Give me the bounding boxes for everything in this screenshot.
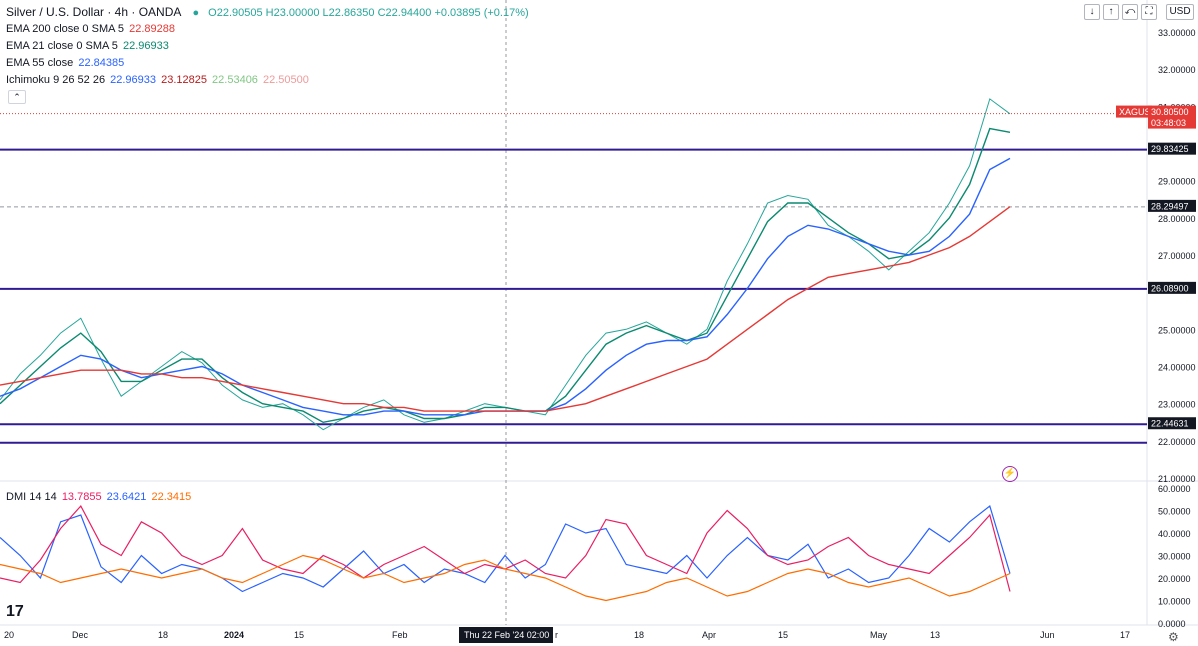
ema21-legend[interactable]: EMA 21 close 0 SMA 5 22.96933 (6, 39, 171, 53)
price-label-text: 29.83425 (1151, 144, 1189, 154)
arrow-down-icon[interactable]: ↓ (1084, 4, 1100, 20)
price-label-box (1148, 199, 1196, 212)
time-tick-label: 18 (158, 630, 168, 640)
ichimoku-value-3: 22.53406 (212, 74, 258, 86)
price-tick-label: 28.00000 (1158, 214, 1196, 224)
price-label-box (1148, 281, 1196, 294)
arrow-up-icon[interactable]: ↑ (1103, 4, 1119, 20)
time-tick-label: 20 (4, 630, 14, 640)
market-status-dot: ● (192, 7, 200, 19)
time-tick-label: Apr (702, 630, 716, 640)
ichimoku-legend[interactable]: Ichimoku 9 26 52 26 22.96933 23.12825 22… (6, 73, 311, 87)
crosshair-time-label: Thu 22 Feb '24 02:00 (464, 630, 549, 640)
time-tick-label: 15 (778, 630, 788, 640)
collapse-legend-button[interactable]: ⌃ (8, 90, 26, 104)
ichimoku-label: Ichimoku 9 26 52 26 (6, 74, 106, 86)
time-tick-label: 18 (634, 630, 644, 640)
ema200-legend[interactable]: EMA 200 close 0 SMA 5 22.89288 (6, 22, 177, 36)
price-label-text: XAGUSD (1119, 107, 1158, 117)
price-label-text: 28.29497 (1151, 201, 1189, 211)
symbol-title: Silver / U.S. Dollar · 4h · OANDA (6, 5, 182, 19)
tradingview-logo-icon: 17 (6, 603, 24, 620)
price-label-text: 26.08900 (1151, 283, 1189, 293)
price-label-box (1148, 105, 1196, 118)
symbol-legend: Silver / U.S. Dollar · 4h · OANDA ● O22.… (6, 5, 531, 20)
price-series-line (0, 98, 1011, 431)
price-label-box (1148, 116, 1196, 129)
dmi-label: DMI 14 14 (6, 491, 57, 503)
price-tick-label: 23.00000 (1158, 400, 1196, 410)
dmi-series-line (0, 504, 1011, 592)
ema55-label: EMA 55 close (6, 57, 74, 69)
price-tick-label: 29.00000 (1158, 177, 1196, 187)
price-tick-label: 21.00000 (1158, 474, 1196, 484)
ichimoku-value-1: 22.96933 (110, 74, 157, 86)
ema21-label: EMA 21 close 0 SMA 5 (6, 40, 118, 52)
chart-toolbar: ↓ ↑ ⤺ ⛶ USD (1084, 4, 1194, 20)
price-label-box (1148, 417, 1196, 430)
ichimoku-value-2: 23.12825 (161, 74, 207, 86)
time-tick-label: 17 (1120, 630, 1130, 640)
dmi-tick-label: 40.0000 (1158, 529, 1191, 539)
dmi-value-3: 22.3415 (151, 491, 192, 503)
price-series-line (0, 157, 1011, 416)
price-series-line (0, 206, 1011, 412)
time-tick-label: 2024 (224, 630, 244, 640)
dmi-legend[interactable]: DMI 14 14 13.7855 23.6421 22.3415 (6, 490, 193, 504)
currency-button[interactable]: USD (1166, 4, 1194, 20)
dmi-series-line (0, 554, 1011, 602)
ema200-label: EMA 200 close 0 SMA 5 (6, 23, 125, 35)
price-label-box (1116, 105, 1152, 118)
time-tick-label: Jun (1040, 630, 1055, 640)
dmi-value-2: 23.6421 (106, 491, 147, 503)
time-tick-label: 15 (294, 630, 304, 640)
price-tick-label: 24.00000 (1158, 363, 1196, 373)
crosshair-time-box (459, 627, 553, 643)
price-tick-label: 25.00000 (1158, 325, 1196, 335)
dmi-value-1: 13.7855 (61, 491, 102, 503)
price-label-text: 30.80500 (1151, 107, 1189, 117)
fullscreen-icon[interactable]: ⛶ (1141, 4, 1157, 20)
ema200-value: 22.89288 (129, 23, 175, 35)
dmi-tick-label: 10.0000 (1158, 597, 1191, 607)
time-tick-label: 13 (930, 630, 940, 640)
price-label-text: 03:48:03 (1151, 118, 1186, 128)
dmi-series-line (0, 504, 1011, 593)
settings-gear-icon[interactable]: ⚙ (1168, 630, 1179, 644)
ema55-value: 22.84385 (78, 57, 125, 69)
dmi-tick-label: 50.0000 (1158, 507, 1191, 517)
time-tick-label: May (870, 630, 888, 640)
ema55-legend[interactable]: EMA 55 close 22.84385 (6, 56, 126, 70)
dmi-tick-label: 30.0000 (1158, 552, 1191, 562)
undo-icon[interactable]: ⤺ (1122, 4, 1138, 20)
price-tick-label: 32.00000 (1158, 65, 1196, 75)
price-tick-label: 33.00000 (1158, 28, 1196, 38)
dmi-tick-label: 60.0000 (1158, 484, 1191, 494)
price-series-line (0, 127, 1011, 424)
ichimoku-value-4: 22.50500 (263, 74, 309, 86)
ema21-value: 22.96933 (122, 40, 169, 52)
price-tick-label: 22.00000 (1158, 437, 1196, 447)
ohlc-values: O22.90505 H23.00000 L22.86350 C22.94400 … (208, 7, 529, 19)
alert-icon[interactable]: ⚡ (1002, 466, 1018, 482)
dmi-tick-label: 20.0000 (1158, 574, 1191, 584)
time-tick-label: r (555, 630, 558, 640)
dmi-tick-label: 0.0000 (1158, 619, 1186, 629)
price-label-box (1148, 142, 1196, 155)
price-tick-label: 27.00000 (1158, 251, 1196, 261)
time-tick-label: Dec (72, 630, 89, 640)
price-label-text: 22.44631 (1151, 419, 1189, 429)
time-tick-label: Feb (392, 630, 408, 640)
